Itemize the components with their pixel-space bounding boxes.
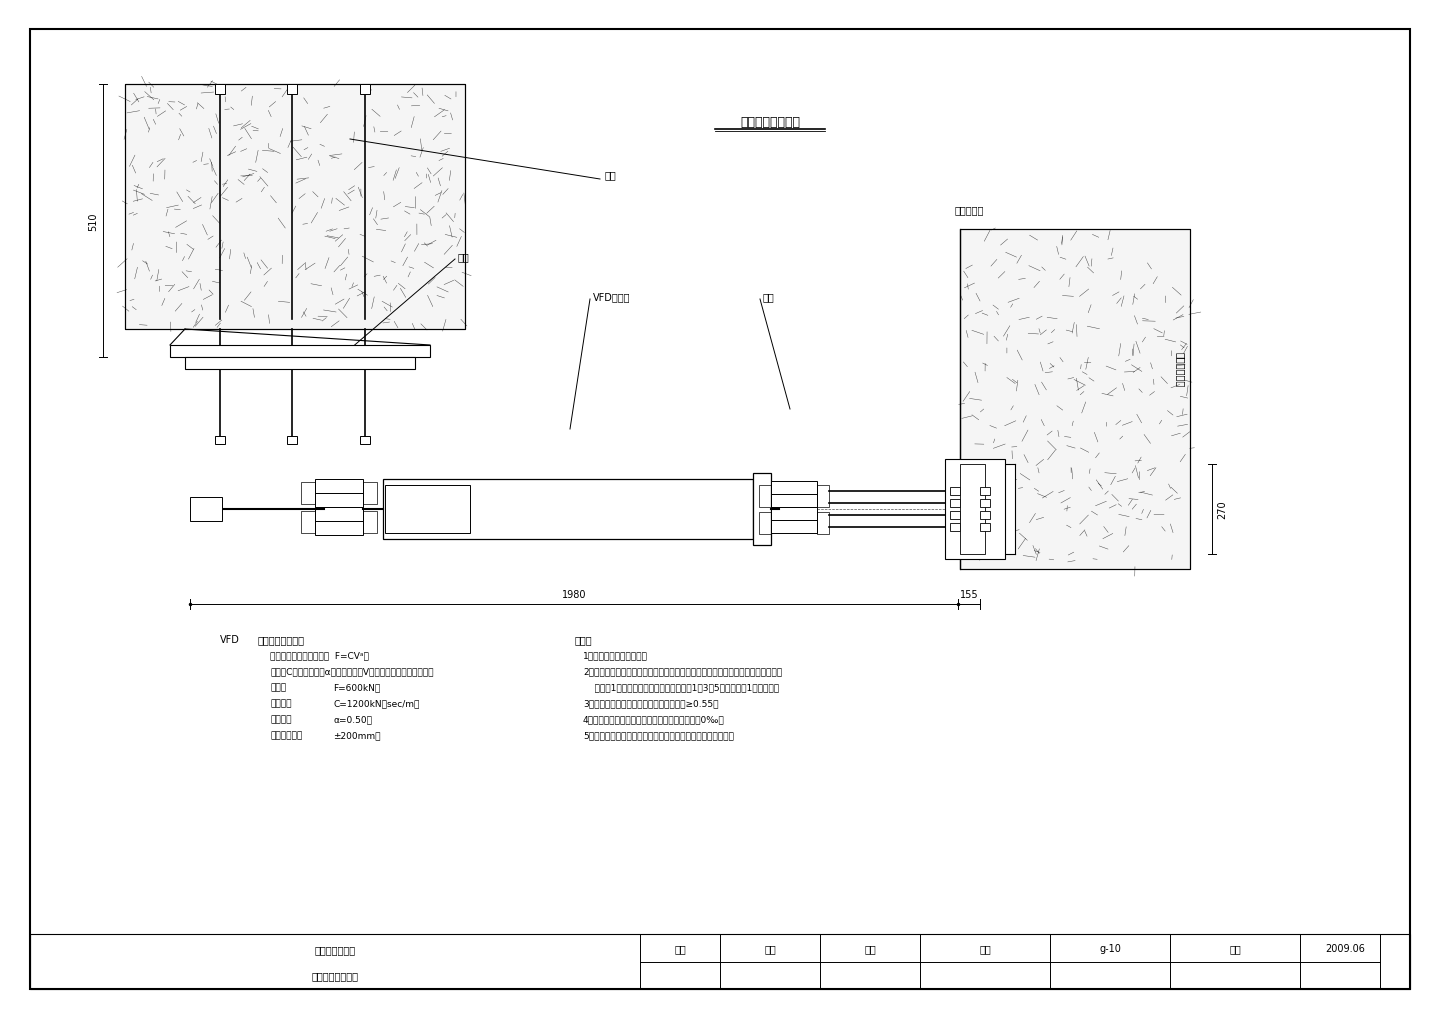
Bar	[950, 487, 960, 495]
Bar	[753, 474, 770, 545]
Bar	[287, 85, 297, 95]
Text: 审核: 审核	[864, 943, 876, 953]
Bar	[360, 436, 370, 444]
Bar	[215, 436, 225, 444]
Bar	[816, 513, 829, 535]
Text: 锁块: 锁块	[763, 291, 775, 302]
Text: 3、工地高强度螺栓连接摩察面位摩察系数≥0.55。: 3、工地高强度螺栓连接摩察面位摩察系数≥0.55。	[583, 699, 719, 708]
Text: ±200mm。: ±200mm。	[333, 731, 380, 740]
Text: 图号: 图号	[979, 943, 991, 953]
Bar	[190, 497, 222, 522]
Bar	[950, 499, 960, 507]
Text: 1980: 1980	[562, 589, 586, 599]
Bar	[184, 358, 415, 370]
Bar	[363, 512, 377, 534]
Bar	[950, 512, 960, 520]
Text: 4、阻尼器安装应保证水平，最大倾斜角不得大于0‰。: 4、阻尼器安装应保证水平，最大倾斜角不得大于0‰。	[583, 714, 724, 723]
Bar	[384, 485, 469, 534]
Bar	[360, 85, 370, 95]
Bar	[315, 480, 363, 493]
Text: 阻尼指数: 阻尼指数	[271, 714, 291, 723]
Text: 锁块: 锁块	[458, 252, 469, 262]
Text: 附注：: 附注：	[575, 635, 593, 644]
Bar	[315, 507, 363, 522]
Bar	[759, 485, 770, 507]
Text: 鹤大桥（右幅）: 鹤大桥（右幅）	[314, 945, 356, 955]
Bar	[960, 229, 1189, 570]
Bar	[960, 229, 1189, 570]
Bar	[383, 480, 753, 539]
Text: 510: 510	[88, 212, 98, 230]
Text: 阻尼力与速度的函数关系  F=CVᵃ；: 阻尼力与速度的函数关系 F=CVᵃ；	[271, 651, 369, 660]
Text: 阻尼器安装示意图: 阻尼器安装示意图	[740, 115, 801, 128]
Bar	[770, 507, 816, 521]
Text: 270: 270	[1217, 500, 1227, 519]
Bar	[816, 485, 829, 507]
Text: C=1200kN（sec/m）: C=1200kN（sec/m）	[333, 699, 419, 708]
Bar	[287, 436, 297, 444]
Text: 5、阻尼器锁块、螺栓孔及位置根据最终定货的产品核实确定。: 5、阻尼器锁块、螺栓孔及位置根据最终定货的产品核实确定。	[583, 731, 734, 740]
Bar	[981, 499, 991, 507]
Text: 设计: 设计	[674, 943, 685, 953]
Bar	[125, 85, 465, 330]
Bar	[30, 934, 1410, 989]
Text: VFD阻尼器: VFD阻尼器	[593, 291, 631, 302]
Bar	[770, 494, 816, 507]
Bar	[301, 483, 315, 504]
Bar	[981, 487, 991, 495]
Text: g-10: g-10	[1099, 943, 1120, 953]
Text: 桥墩或桥台: 桥墩或桥台	[955, 205, 985, 215]
Bar	[960, 465, 1015, 554]
Text: F=600kN；: F=600kN；	[333, 683, 380, 692]
Text: α=0.50；: α=0.50；	[333, 714, 372, 723]
Text: 桥台盖梁顶面: 桥台盖梁顶面	[1175, 352, 1185, 387]
Text: 额定最大行程: 额定最大行程	[271, 731, 302, 740]
Bar	[950, 524, 960, 532]
Bar	[170, 345, 431, 358]
Bar	[759, 513, 770, 535]
Bar	[215, 85, 225, 95]
Text: 其中：C为阻尼系数，α为阻尼指数，V为阻尼器活塞的运动速度；: 其中：C为阻尼系数，α为阻尼指数，V为阻尼器活塞的运动速度；	[271, 666, 433, 676]
Bar	[315, 522, 363, 535]
Text: 复核: 复核	[765, 943, 776, 953]
Text: 2009.06: 2009.06	[1325, 943, 1365, 953]
Bar	[960, 465, 985, 554]
Text: 1、本图尺寸均以厘米计。: 1、本图尺寸均以厘米计。	[583, 651, 648, 660]
Bar	[770, 482, 816, 494]
Text: 阻尼力: 阻尼力	[271, 683, 287, 692]
Bar	[945, 460, 1005, 559]
Bar	[315, 493, 363, 507]
Text: 架体: 架体	[605, 170, 616, 179]
Bar	[981, 512, 991, 520]
Text: 各设置1个阻尼器；在桥台盖梁与主梁间1、3、5号架各设置1个阻尼器。: 各设置1个阻尼器；在桥台盖梁与主梁间1、3、5号架各设置1个阻尼器。	[583, 683, 779, 692]
Bar	[363, 483, 377, 504]
Text: 日期: 日期	[1230, 943, 1241, 953]
Text: 阻尼器技术参数：: 阻尼器技术参数：	[258, 635, 305, 644]
Text: 阻尼器安装示意图: 阻尼器安装示意图	[311, 970, 359, 980]
Bar	[981, 524, 991, 532]
Bar	[770, 521, 816, 534]
Text: 阻尼系数: 阻尼系数	[271, 699, 291, 708]
Bar	[125, 85, 465, 330]
Bar	[324, 480, 354, 535]
Text: VFD: VFD	[220, 635, 240, 644]
Bar	[301, 512, 315, 534]
Text: 155: 155	[959, 589, 978, 599]
Text: 2、本阻尼器设置在桥梁墩台伸缩缝处，具体设置在：桥墩盖梁与主梁间，桥墩两侧: 2、本阻尼器设置在桥梁墩台伸缩缝处，具体设置在：桥墩盖梁与主梁间，桥墩两侧	[583, 666, 782, 676]
